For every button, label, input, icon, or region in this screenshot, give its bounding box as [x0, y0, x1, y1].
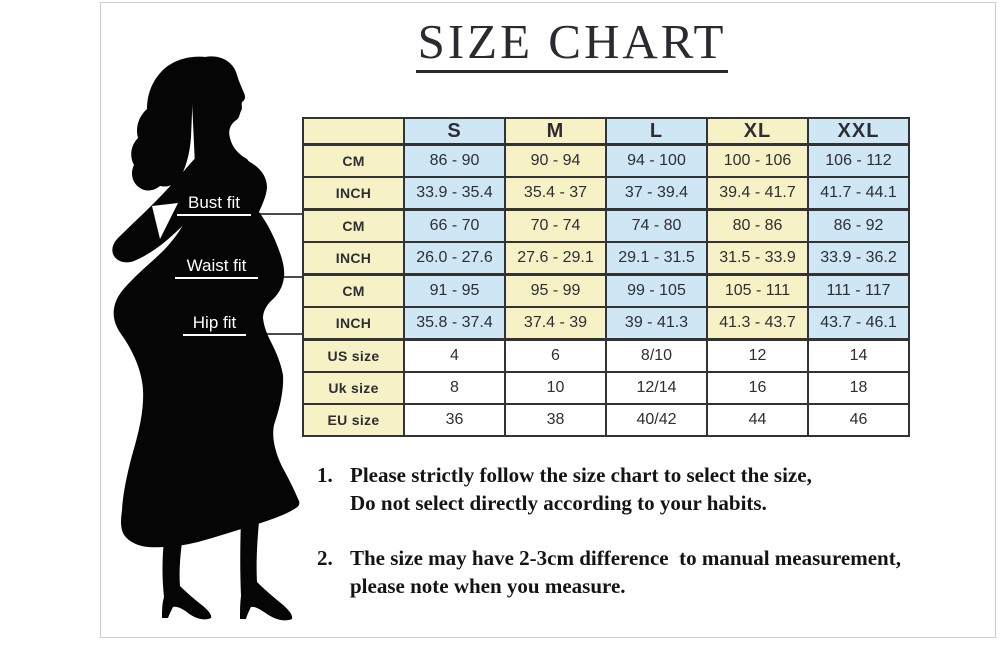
- title-underline: [416, 70, 728, 73]
- note-number: 2.: [317, 546, 333, 570]
- cell: 41.7 - 44.1: [807, 176, 910, 211]
- hip-leader-line: [246, 333, 302, 335]
- hip-fit-label: Hip fit: [183, 314, 246, 336]
- note-line: Do not select directly according to your…: [350, 491, 767, 515]
- row-label: CM: [302, 273, 405, 308]
- cell: 16: [706, 371, 809, 405]
- row-label: EU size: [302, 403, 405, 437]
- table-corner-cell: [302, 117, 405, 146]
- cell: 18: [807, 371, 910, 405]
- row-label: US size: [302, 338, 405, 373]
- row-label: CM: [302, 143, 405, 178]
- cell: 40/42: [605, 403, 708, 437]
- cell: 44: [706, 403, 809, 437]
- cell: 41.3 - 43.7: [706, 306, 809, 341]
- cell: 74 - 80: [605, 208, 708, 243]
- uk-size-row: Uk size 8 10 12/14 16 18: [302, 371, 910, 405]
- notes-section: 1. Please strictly follow the size chart…: [317, 461, 989, 627]
- cell: 43.7 - 46.1: [807, 306, 910, 341]
- column-header-m: M: [504, 117, 607, 146]
- header-row: S M L XL XXL: [302, 117, 910, 146]
- waist-inch-row: INCH 26.0 - 27.6 27.6 - 29.1 29.1 - 31.5…: [302, 241, 910, 276]
- cell: 39.4 - 41.7: [706, 176, 809, 211]
- cell: 37.4 - 39: [504, 306, 607, 341]
- cell: 10: [504, 371, 607, 405]
- bust-inch-row: INCH 33.9 - 35.4 35.4 - 37 37 - 39.4 39.…: [302, 176, 910, 211]
- cell: 100 - 106: [706, 143, 809, 178]
- cell: 90 - 94: [504, 143, 607, 178]
- cell: 8: [403, 371, 506, 405]
- note-number: 1.: [317, 463, 333, 487]
- cell: 70 - 74: [504, 208, 607, 243]
- cell: 66 - 70: [403, 208, 506, 243]
- cell: 91 - 95: [403, 273, 506, 308]
- cell: 86 - 90: [403, 143, 506, 178]
- cell: 46: [807, 403, 910, 437]
- note-line: please note when you measure.: [350, 574, 626, 598]
- eu-size-row: EU size 36 38 40/42 44 46: [302, 403, 910, 437]
- waist-cm-row: CM 66 - 70 70 - 74 74 - 80 80 - 86 86 - …: [302, 208, 910, 243]
- cell: 4: [403, 338, 506, 373]
- column-header-s: S: [403, 117, 506, 146]
- cell: 8/10: [605, 338, 708, 373]
- row-label: CM: [302, 208, 405, 243]
- cell: 94 - 100: [605, 143, 708, 178]
- note-2: 2. The size may have 2-3cm difference to…: [317, 544, 989, 600]
- row-label: INCH: [302, 306, 405, 341]
- cell: 39 - 41.3: [605, 306, 708, 341]
- column-header-l: L: [605, 117, 708, 146]
- cell: 33.9 - 36.2: [807, 241, 910, 276]
- cell: 95 - 99: [504, 273, 607, 308]
- column-header-xxl: XXL: [807, 117, 910, 146]
- cell: 14: [807, 338, 910, 373]
- bust-fit-label: Bust fit: [177, 194, 251, 216]
- cell: 12: [706, 338, 809, 373]
- size-chart-table: S M L XL XXL CM 86 - 90 90 - 94 94 - 100…: [302, 117, 910, 437]
- bust-cm-row: CM 86 - 90 90 - 94 94 - 100 100 - 106 10…: [302, 143, 910, 178]
- page-title: SIZE CHART: [417, 14, 727, 69]
- cell: 35.8 - 37.4: [403, 306, 506, 341]
- cell: 12/14: [605, 371, 708, 405]
- hip-cm-row: CM 91 - 95 95 - 99 99 - 105 105 - 111 11…: [302, 273, 910, 308]
- cell: 80 - 86: [706, 208, 809, 243]
- cell: 35.4 - 37: [504, 176, 607, 211]
- cell: 29.1 - 31.5: [605, 241, 708, 276]
- cell: 31.5 - 33.9: [706, 241, 809, 276]
- cell: 105 - 111: [706, 273, 809, 308]
- bust-leader-line: [251, 213, 302, 215]
- cell: 27.6 - 29.1: [504, 241, 607, 276]
- cell: 86 - 92: [807, 208, 910, 243]
- cell: 36: [403, 403, 506, 437]
- cell: 33.9 - 35.4: [403, 176, 506, 211]
- cell: 106 - 112: [807, 143, 910, 178]
- cell: 6: [504, 338, 607, 373]
- cell: 26.0 - 27.6: [403, 241, 506, 276]
- cell: 38: [504, 403, 607, 437]
- row-label: INCH: [302, 176, 405, 211]
- cell: 111 - 117: [807, 273, 910, 308]
- waist-leader-line: [258, 276, 302, 278]
- cell: 99 - 105: [605, 273, 708, 308]
- cell: 37 - 39.4: [605, 176, 708, 211]
- note-line: Please strictly follow the size chart to…: [350, 463, 812, 487]
- row-label: Uk size: [302, 371, 405, 405]
- row-label: INCH: [302, 241, 405, 276]
- column-header-xl: XL: [706, 117, 809, 146]
- image-frame-border: [100, 2, 996, 638]
- note-1: 1. Please strictly follow the size chart…: [317, 461, 989, 517]
- hip-inch-row: INCH 35.8 - 37.4 37.4 - 39 39 - 41.3 41.…: [302, 306, 910, 341]
- us-size-row: US size 4 6 8/10 12 14: [302, 338, 910, 373]
- waist-fit-label: Waist fit: [175, 257, 258, 279]
- note-line: The size may have 2-3cm difference to ma…: [350, 546, 901, 570]
